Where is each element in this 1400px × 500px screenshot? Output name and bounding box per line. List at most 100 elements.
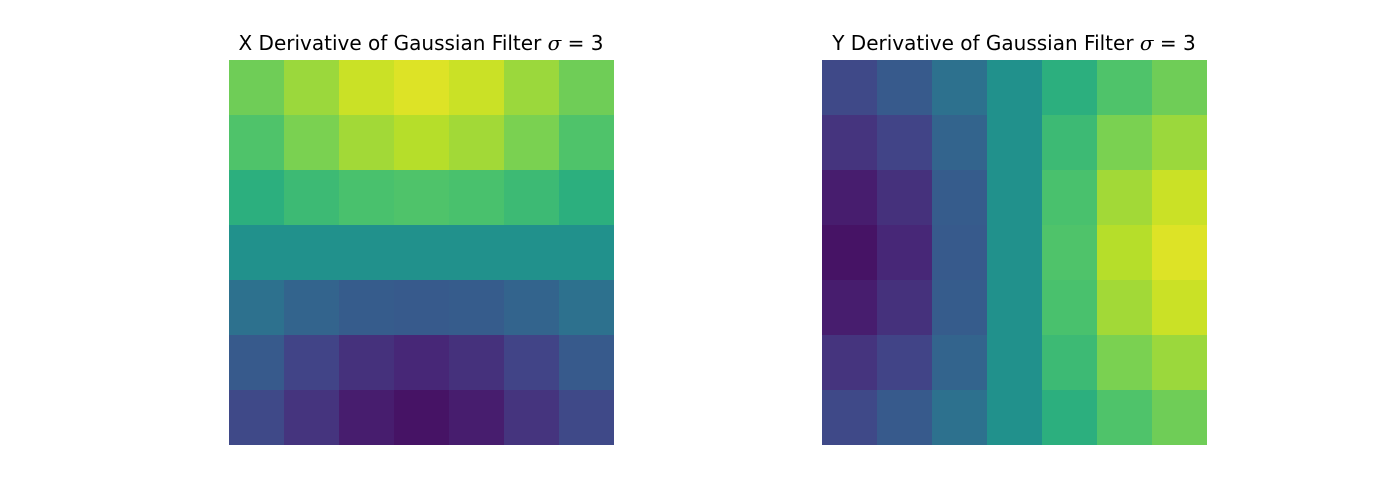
- heatmap-cell-r6-c1: [877, 390, 933, 445]
- heatmap-cell-r3-c5: [1097, 225, 1153, 281]
- heatmap-cell-r2-c4: [1042, 170, 1098, 226]
- heatmap-cell-r4-c3: [394, 280, 450, 336]
- heatmap-cell-r1-c4: [449, 115, 505, 171]
- heatmap-cell-r1-c0: [822, 115, 878, 171]
- heatmap-cell-r3-c6: [559, 225, 614, 281]
- heatmap-cell-r6-c4: [1042, 390, 1098, 445]
- heatmap-cell-r5-c4: [449, 335, 505, 391]
- heatmap-cell-r2-c1: [284, 170, 340, 226]
- heatmap-cell-r1-c5: [504, 115, 560, 171]
- heatmap-cell-r0-c0: [822, 60, 878, 116]
- heatmap-cell-r0-c6: [559, 60, 614, 116]
- x-title-suffix: = 3: [561, 31, 604, 55]
- heatmap-cell-r3-c2: [932, 225, 988, 281]
- x-derivative-panel: X Derivative of Gaussian Filter σ = 3: [211, 0, 631, 460]
- heatmap-cell-r6-c5: [1097, 390, 1153, 445]
- heatmap-cell-r2-c0: [822, 170, 878, 226]
- x-title-prefix: X Derivative of Gaussian Filter: [238, 31, 548, 55]
- heatmap-cell-r3-c1: [284, 225, 340, 281]
- heatmap-cell-r4-c6: [559, 280, 614, 336]
- heatmap-cell-r1-c4: [1042, 115, 1098, 171]
- x-title-sigma: σ: [547, 31, 562, 55]
- heatmap-cell-r3-c4: [449, 225, 505, 281]
- heatmap-cell-r5-c5: [504, 335, 560, 391]
- heatmap-cell-r5-c5: [1097, 335, 1153, 391]
- heatmap-cell-r5-c1: [877, 335, 933, 391]
- heatmap-cell-r4-c4: [1042, 280, 1098, 336]
- heatmap-cell-r3-c6: [1152, 225, 1207, 281]
- heatmap-cell-r0-c4: [1042, 60, 1098, 116]
- heatmap-cell-r2-c1: [877, 170, 933, 226]
- heatmap-cell-r4-c5: [504, 280, 560, 336]
- heatmap-cell-r3-c5: [504, 225, 560, 281]
- heatmap-cell-r1-c0: [229, 115, 285, 171]
- y-title-prefix: Y Derivative of Gaussian Filter: [832, 31, 1140, 55]
- heatmap-cell-r2-c6: [1152, 170, 1207, 226]
- heatmap-cell-r2-c3: [394, 170, 450, 226]
- heatmap-cell-r6-c6: [559, 390, 614, 445]
- heatmap-cell-r0-c6: [1152, 60, 1207, 116]
- heatmap-cell-r0-c1: [284, 60, 340, 116]
- heatmap-cell-r5-c6: [1152, 335, 1207, 391]
- heatmap-cell-r1-c1: [284, 115, 340, 171]
- heatmap-cell-r1-c5: [1097, 115, 1153, 171]
- heatmap-cell-r3-c2: [339, 225, 395, 281]
- heatmap-cell-r6-c2: [932, 390, 988, 445]
- heatmap-cell-r4-c0: [229, 280, 285, 336]
- y-derivative-heatmap: [822, 60, 1207, 445]
- heatmap-cell-r0-c2: [932, 60, 988, 116]
- y-title-sigma: σ: [1139, 31, 1154, 55]
- heatmap-cell-r2-c2: [932, 170, 988, 226]
- heatmap-cell-r0-c0: [229, 60, 285, 116]
- heatmap-cell-r2-c2: [339, 170, 395, 226]
- heatmap-cell-r6-c1: [284, 390, 340, 445]
- heatmap-cell-r0-c1: [877, 60, 933, 116]
- heatmap-cell-r2-c5: [1097, 170, 1153, 226]
- heatmap-cell-r4-c6: [1152, 280, 1207, 336]
- y-derivative-panel: Y Derivative of Gaussian Filter σ = 3: [804, 0, 1224, 460]
- y-derivative-title: Y Derivative of Gaussian Filter σ = 3: [804, 30, 1224, 56]
- heatmap-cell-r5-c1: [284, 335, 340, 391]
- y-title-suffix: = 3: [1153, 31, 1196, 55]
- heatmap-cell-r3-c0: [229, 225, 285, 281]
- heatmap-cell-r2-c0: [229, 170, 285, 226]
- heatmap-cell-r4-c5: [1097, 280, 1153, 336]
- heatmap-cell-r4-c2: [932, 280, 988, 336]
- heatmap-cell-r1-c6: [559, 115, 614, 171]
- heatmap-cell-r3-c3: [394, 225, 450, 281]
- heatmap-cell-r3-c1: [877, 225, 933, 281]
- heatmap-cell-r5-c3: [394, 335, 450, 391]
- heatmap-cell-r5-c0: [229, 335, 285, 391]
- heatmap-cell-r4-c3: [987, 280, 1043, 336]
- heatmap-cell-r4-c4: [449, 280, 505, 336]
- heatmap-cell-r1-c1: [877, 115, 933, 171]
- heatmap-cell-r4-c1: [877, 280, 933, 336]
- heatmap-cell-r1-c6: [1152, 115, 1207, 171]
- heatmap-cell-r1-c3: [394, 115, 450, 171]
- heatmap-cell-r1-c2: [339, 115, 395, 171]
- heatmap-cell-r5-c6: [559, 335, 614, 391]
- heatmap-cell-r1-c3: [987, 115, 1043, 171]
- heatmap-cell-r0-c3: [394, 60, 450, 116]
- heatmap-cell-r2-c5: [504, 170, 560, 226]
- heatmap-cell-r3-c4: [1042, 225, 1098, 281]
- heatmap-cell-r2-c6: [559, 170, 614, 226]
- heatmap-cell-r0-c5: [504, 60, 560, 116]
- heatmap-cell-r5-c2: [932, 335, 988, 391]
- heatmap-cell-r4-c0: [822, 280, 878, 336]
- heatmap-cell-r2-c4: [449, 170, 505, 226]
- heatmap-cell-r6-c0: [822, 390, 878, 445]
- heatmap-cell-r6-c0: [229, 390, 285, 445]
- heatmap-cell-r0-c5: [1097, 60, 1153, 116]
- heatmap-cell-r0-c2: [339, 60, 395, 116]
- heatmap-cell-r4-c2: [339, 280, 395, 336]
- heatmap-cell-r5-c4: [1042, 335, 1098, 391]
- heatmap-cell-r6-c6: [1152, 390, 1207, 445]
- x-derivative-title: X Derivative of Gaussian Filter σ = 3: [211, 30, 631, 56]
- heatmap-cell-r6-c4: [449, 390, 505, 445]
- heatmap-cell-r0-c3: [987, 60, 1043, 116]
- heatmap-cell-r5-c0: [822, 335, 878, 391]
- heatmap-cell-r6-c2: [339, 390, 395, 445]
- heatmap-cell-r6-c5: [504, 390, 560, 445]
